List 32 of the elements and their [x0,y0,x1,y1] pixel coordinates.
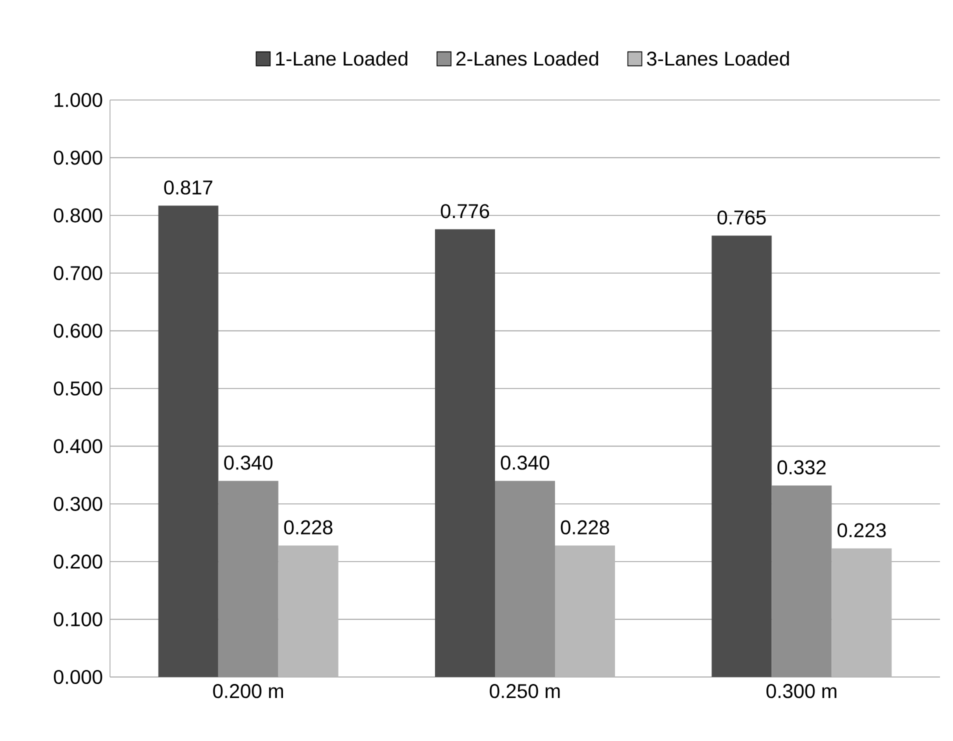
data-label: 0.817 [164,180,212,195]
bar [158,206,218,677]
data-label: 0.332 [778,460,826,474]
legend-label: 3-Lanes Loaded [646,51,789,66]
y-tick-label: 0.700 [54,266,102,280]
data-label: 0.228 [284,520,332,534]
bar [832,548,892,677]
legend-label: 1-Lane Loaded [276,51,408,66]
y-tick-label: 0.900 [54,150,102,165]
y-tick-label: 0.300 [54,496,102,511]
bar [712,236,772,677]
x-tick-label: 0.300 m [766,684,836,698]
y-tick-label: 0.100 [54,612,102,626]
data-label: 0.228 [560,520,610,534]
data-label: 0.223 [838,523,886,538]
y-tick-label: 1.000 [54,92,102,108]
data-label: 0.340 [500,456,550,470]
y-tick-label: 0.600 [54,324,102,338]
x-tick-label: 0.250 m [490,684,560,698]
bar [435,229,496,677]
y-tick-label: 0.000 [54,670,102,684]
x-tick-label: 0.200 m [213,684,283,698]
y-tick-label: 0.500 [54,381,102,396]
y-tick-label: 0.200 [54,554,102,569]
data-label: 0.765 [718,210,766,225]
legend-label: 2-Lanes Loaded [456,51,598,66]
y-tick-label: 0.800 [54,208,102,222]
y-tick-label: 0.400 [54,439,102,454]
bar [278,545,338,677]
bar [555,545,616,677]
data-label: 0.340 [224,456,272,470]
data-label: 0.776 [440,204,490,218]
